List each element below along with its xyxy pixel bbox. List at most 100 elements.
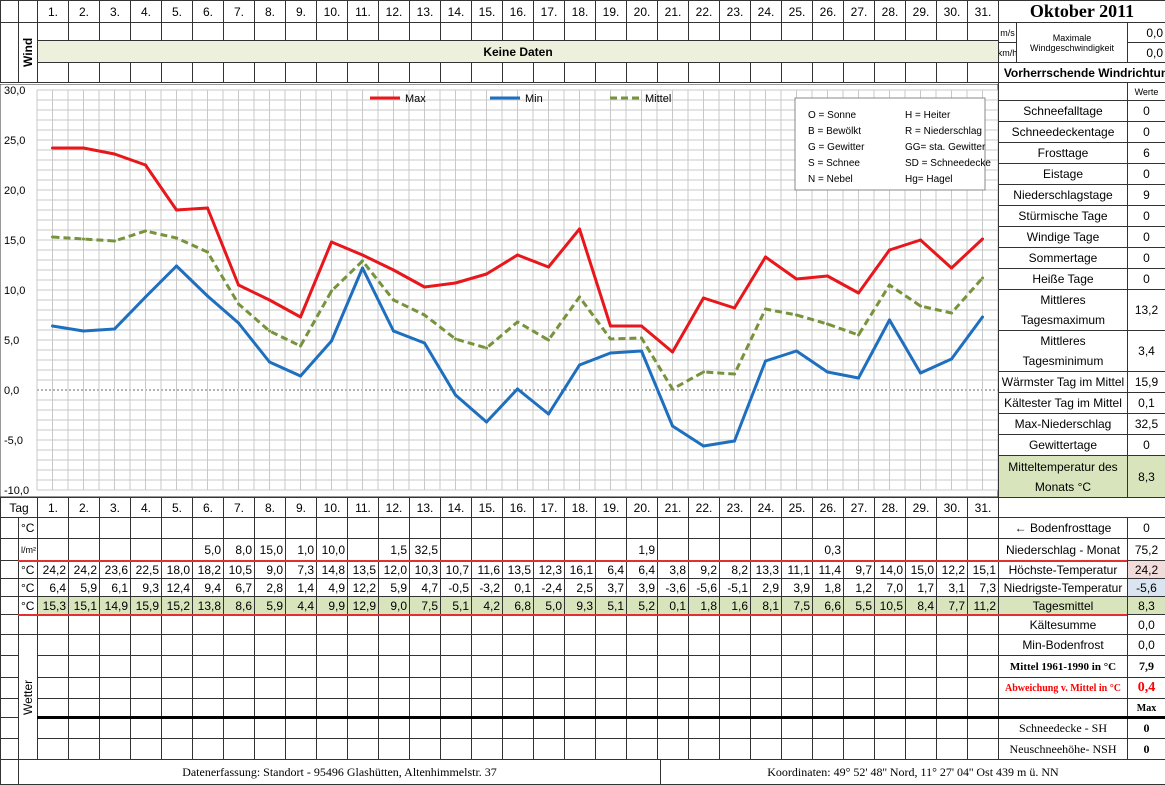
weather-code-cell[interactable] <box>254 634 286 656</box>
weather-code-cell[interactable] <box>409 614 441 635</box>
weather-code-cell[interactable] <box>626 738 658 760</box>
weather-code-cell[interactable] <box>688 717 720 739</box>
weather-code-cell[interactable] <box>750 655 782 678</box>
weather-code-cell[interactable] <box>564 677 596 699</box>
weather-code-cell[interactable] <box>564 614 596 635</box>
weather-code-cell[interactable] <box>967 717 999 739</box>
weather-code-cell[interactable] <box>68 634 100 656</box>
weather-code-cell[interactable] <box>378 614 410 635</box>
weather-code-cell[interactable] <box>595 698 627 718</box>
weather-code-cell[interactable] <box>409 655 441 678</box>
weather-code-cell[interactable] <box>440 738 472 760</box>
weather-code-cell[interactable] <box>161 738 193 760</box>
weather-code-cell[interactable] <box>347 634 379 656</box>
weather-code-cell[interactable] <box>68 614 100 635</box>
weather-code-cell[interactable] <box>626 614 658 635</box>
weather-code-cell[interactable] <box>285 614 317 635</box>
weather-code-cell[interactable] <box>905 655 937 678</box>
weather-code-cell[interactable] <box>99 738 131 760</box>
weather-code-cell[interactable] <box>750 717 782 739</box>
weather-code-cell[interactable] <box>967 655 999 678</box>
weather-code-cell[interactable] <box>533 677 565 699</box>
weather-code-cell[interactable] <box>967 698 999 718</box>
weather-code-cell[interactable] <box>719 634 751 656</box>
weather-code-cell[interactable] <box>595 738 627 760</box>
weather-code-cell[interactable] <box>812 634 844 656</box>
weather-code-cell[interactable] <box>781 677 813 699</box>
weather-code-cell[interactable] <box>99 717 131 739</box>
weather-code-cell[interactable] <box>316 677 348 699</box>
weather-code-cell[interactable] <box>564 655 596 678</box>
weather-code-cell[interactable] <box>254 677 286 699</box>
weather-code-cell[interactable] <box>192 614 224 635</box>
weather-code-cell[interactable] <box>192 655 224 678</box>
weather-code-cell[interactable] <box>719 677 751 699</box>
weather-code-cell[interactable] <box>347 717 379 739</box>
weather-code-cell[interactable] <box>781 698 813 718</box>
weather-code-cell[interactable] <box>843 698 875 718</box>
weather-code-cell[interactable] <box>750 634 782 656</box>
weather-code-cell[interactable] <box>130 655 162 678</box>
weather-code-cell[interactable] <box>657 698 689 718</box>
weather-code-cell[interactable] <box>254 698 286 718</box>
weather-code-cell[interactable] <box>378 634 410 656</box>
weather-code-cell[interactable] <box>874 698 906 718</box>
weather-code-cell[interactable] <box>750 614 782 635</box>
weather-code-cell[interactable] <box>781 614 813 635</box>
weather-code-cell[interactable] <box>812 614 844 635</box>
weather-code-cell[interactable] <box>409 717 441 739</box>
weather-code-cell[interactable] <box>781 717 813 739</box>
weather-code-cell[interactable] <box>285 738 317 760</box>
weather-code-cell[interactable] <box>99 655 131 678</box>
weather-code-cell[interactable] <box>967 634 999 656</box>
weather-code-cell[interactable] <box>37 614 69 635</box>
weather-code-cell[interactable] <box>130 634 162 656</box>
weather-code-cell[interactable] <box>967 614 999 635</box>
weather-code-cell[interactable] <box>626 634 658 656</box>
weather-code-cell[interactable] <box>37 738 69 760</box>
weather-code-cell[interactable] <box>223 634 255 656</box>
weather-code-cell[interactable] <box>285 717 317 739</box>
weather-code-cell[interactable] <box>564 698 596 718</box>
weather-code-cell[interactable] <box>37 634 69 656</box>
weather-code-cell[interactable] <box>409 698 441 718</box>
weather-code-cell[interactable] <box>595 677 627 699</box>
weather-code-cell[interactable] <box>936 717 968 739</box>
weather-code-cell[interactable] <box>719 655 751 678</box>
weather-code-cell[interactable] <box>440 717 472 739</box>
weather-code-cell[interactable] <box>533 614 565 635</box>
weather-code-cell[interactable] <box>781 634 813 656</box>
weather-code-cell[interactable] <box>409 677 441 699</box>
weather-code-cell[interactable] <box>316 738 348 760</box>
weather-code-cell[interactable] <box>843 717 875 739</box>
weather-code-cell[interactable] <box>68 655 100 678</box>
weather-code-cell[interactable] <box>967 677 999 699</box>
weather-code-cell[interactable] <box>161 655 193 678</box>
weather-code-cell[interactable] <box>68 738 100 760</box>
weather-code-cell[interactable] <box>502 655 534 678</box>
weather-code-cell[interactable] <box>192 698 224 718</box>
weather-code-cell[interactable] <box>905 698 937 718</box>
weather-code-cell[interactable] <box>750 738 782 760</box>
weather-code-cell[interactable] <box>316 717 348 739</box>
weather-code-cell[interactable] <box>223 677 255 699</box>
weather-code-cell[interactable] <box>285 655 317 678</box>
weather-code-cell[interactable] <box>874 634 906 656</box>
weather-code-cell[interactable] <box>936 738 968 760</box>
weather-code-cell[interactable] <box>812 698 844 718</box>
weather-code-cell[interactable] <box>316 698 348 718</box>
weather-code-cell[interactable] <box>595 614 627 635</box>
weather-code-cell[interactable] <box>564 738 596 760</box>
weather-code-cell[interactable] <box>719 717 751 739</box>
weather-code-cell[interactable] <box>347 614 379 635</box>
weather-code-cell[interactable] <box>843 738 875 760</box>
weather-code-cell[interactable] <box>564 634 596 656</box>
weather-code-cell[interactable] <box>471 698 503 718</box>
weather-code-cell[interactable] <box>502 738 534 760</box>
weather-code-cell[interactable] <box>471 655 503 678</box>
weather-code-cell[interactable] <box>595 717 627 739</box>
weather-code-cell[interactable] <box>316 655 348 678</box>
weather-code-cell[interactable] <box>936 698 968 718</box>
weather-code-cell[interactable] <box>192 677 224 699</box>
weather-code-cell[interactable] <box>223 698 255 718</box>
